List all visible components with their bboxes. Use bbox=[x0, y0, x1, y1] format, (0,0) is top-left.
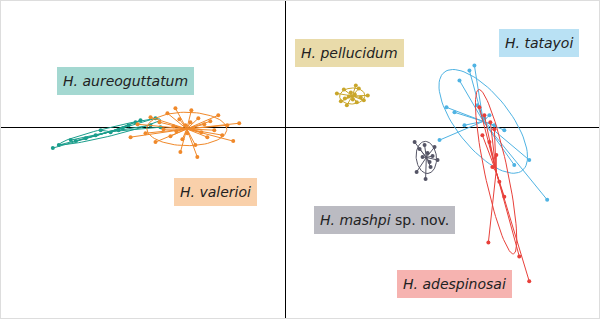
svg-text:H. adespinosai: H. adespinosai bbox=[403, 276, 506, 292]
svg-text:H. pellucidum: H. pellucidum bbox=[301, 45, 398, 61]
svg-text:H. valerioi: H. valerioi bbox=[180, 184, 251, 200]
svg-text:H. tatayoi: H. tatayoi bbox=[505, 35, 573, 51]
svg-text:H. aureoguttatum: H. aureoguttatum bbox=[63, 73, 188, 89]
svg-text:H. mashpi sp. nov.: H. mashpi sp. nov. bbox=[320, 212, 449, 228]
